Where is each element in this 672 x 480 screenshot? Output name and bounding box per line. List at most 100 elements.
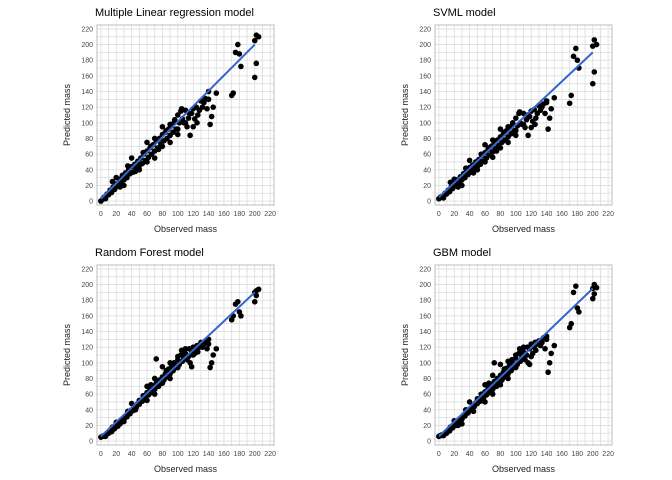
x-tick-label: 80 xyxy=(159,211,167,218)
x-axis-label: Observed mass xyxy=(154,464,218,474)
y-tick-label: 0 xyxy=(89,199,93,206)
y-tick-label: 100 xyxy=(81,360,93,367)
data-point xyxy=(574,57,581,64)
data-point xyxy=(568,320,575,327)
y-tick-label: 220 xyxy=(81,266,93,273)
data-point xyxy=(188,363,195,370)
data-point xyxy=(497,126,504,132)
y-tick-label: 100 xyxy=(419,120,431,127)
panel-svml: 0 20 40 60 80 100 120 140 160 180 200 2200204060801… xyxy=(400,7,614,234)
data-point xyxy=(171,360,177,366)
data-point xyxy=(144,159,150,165)
x-tick-label: 160 xyxy=(556,451,568,458)
data-point xyxy=(489,372,496,379)
data-point xyxy=(204,345,210,352)
data-point xyxy=(548,350,555,357)
y-tick-label: 180 xyxy=(81,298,93,305)
y-axis-label: Predicted mass xyxy=(62,323,72,386)
data-point xyxy=(167,375,173,382)
data-point xyxy=(190,352,196,358)
x-tick-label: 140 xyxy=(541,211,553,218)
data-point xyxy=(151,391,158,397)
data-point xyxy=(213,90,220,96)
data-point xyxy=(520,344,527,350)
data-point xyxy=(470,170,477,176)
data-point xyxy=(482,141,488,148)
x-tick-label: 100 xyxy=(172,451,184,458)
data-point xyxy=(542,110,548,117)
data-point xyxy=(159,363,166,370)
x-tick-label: 160 xyxy=(218,211,230,218)
data-point xyxy=(551,342,558,349)
data-point xyxy=(205,96,212,103)
data-point xyxy=(186,345,193,352)
x-tick-label: 200 xyxy=(587,451,599,458)
data-point xyxy=(525,132,531,139)
x-tick-label: 160 xyxy=(556,211,568,218)
data-point xyxy=(238,313,244,319)
data-point xyxy=(593,41,600,48)
regression-line xyxy=(100,43,256,200)
y-tick-label: 160 xyxy=(81,73,93,80)
data-point xyxy=(175,126,181,132)
data-point xyxy=(128,155,135,161)
data-point xyxy=(576,309,582,315)
data-point xyxy=(132,406,139,413)
data-point xyxy=(144,397,150,404)
x-axis-label: Observed mass xyxy=(154,224,218,234)
data-point xyxy=(144,383,150,390)
data-point xyxy=(205,341,212,347)
data-point xyxy=(533,115,539,121)
data-point xyxy=(591,37,598,43)
data-point xyxy=(255,286,262,293)
x-tick-label: 20 xyxy=(112,451,120,458)
y-tick-label: 180 xyxy=(419,298,431,305)
y-tick-label: 200 xyxy=(419,282,431,289)
x-tick-label: 100 xyxy=(510,451,522,458)
data-point xyxy=(117,184,123,190)
x-tick-label: 200 xyxy=(249,211,261,218)
data-point xyxy=(489,391,496,397)
y-tick-label: 160 xyxy=(81,313,93,320)
data-point xyxy=(505,358,511,365)
regression-line xyxy=(438,51,594,198)
data-point xyxy=(210,352,217,358)
data-point xyxy=(528,353,534,360)
y-tick-label: 80 xyxy=(423,136,431,143)
data-point xyxy=(102,195,109,202)
data-points xyxy=(436,281,600,440)
x-tick-label: 60 xyxy=(481,451,489,458)
x-tick-label: 180 xyxy=(572,211,584,218)
data-point xyxy=(568,92,575,99)
x-tick-label: 120 xyxy=(525,451,537,458)
data-point xyxy=(151,135,158,142)
x-tick-label: 220 xyxy=(602,211,614,218)
data-point xyxy=(489,154,496,161)
data-point xyxy=(589,295,596,302)
x-tick-label: 220 xyxy=(602,451,614,458)
y-tick-label: 80 xyxy=(85,376,93,383)
data-point xyxy=(546,360,553,366)
y-tick-label: 0 xyxy=(427,439,431,446)
x-tick-label: 100 xyxy=(172,211,184,218)
y-tick-label: 20 xyxy=(85,183,93,190)
data-point xyxy=(513,115,519,121)
y-tick-label: 120 xyxy=(419,345,431,352)
data-point xyxy=(195,112,201,118)
y-tick-label: 0 xyxy=(89,439,93,446)
y-tick-label: 220 xyxy=(419,26,431,33)
panel-title: Multiple Linear regression model xyxy=(95,7,254,19)
y-tick-label: 140 xyxy=(419,329,431,336)
data-point xyxy=(546,115,553,121)
y-tick-label: 140 xyxy=(81,89,93,96)
x-tick-label: 60 xyxy=(143,451,151,458)
y-tick-label: 160 xyxy=(419,73,431,80)
data-point xyxy=(513,132,519,139)
data-point xyxy=(513,127,519,134)
data-point xyxy=(136,166,143,173)
data-point xyxy=(167,360,173,366)
x-tick-label: 80 xyxy=(497,211,505,218)
x-tick-label: 120 xyxy=(187,451,199,458)
data-point xyxy=(545,126,551,132)
